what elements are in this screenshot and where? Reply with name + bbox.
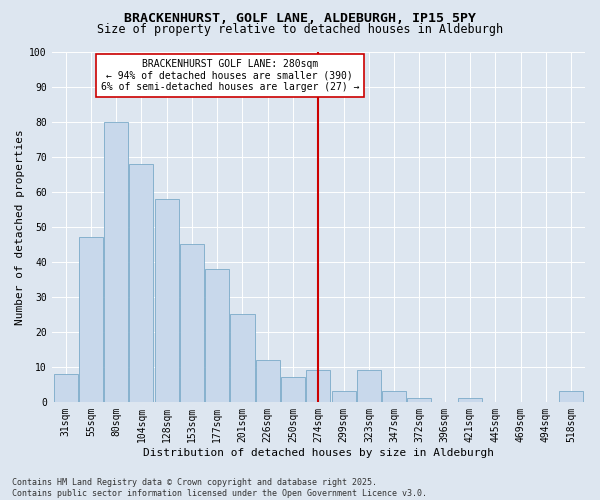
Bar: [458, 398, 482, 402]
Bar: [357, 370, 381, 402]
Bar: [205, 268, 229, 402]
Bar: [332, 392, 356, 402]
Text: BRACKENHURST, GOLF LANE, ALDEBURGH, IP15 5PY: BRACKENHURST, GOLF LANE, ALDEBURGH, IP15…: [124, 12, 476, 26]
Text: BRACKENHURST GOLF LANE: 280sqm
← 94% of detached houses are smaller (390)
6% of : BRACKENHURST GOLF LANE: 280sqm ← 94% of …: [101, 58, 359, 92]
Bar: [104, 122, 128, 402]
Bar: [230, 314, 254, 402]
Bar: [382, 392, 406, 402]
Bar: [559, 392, 583, 402]
Bar: [281, 378, 305, 402]
Bar: [180, 244, 204, 402]
Bar: [407, 398, 431, 402]
Y-axis label: Number of detached properties: Number of detached properties: [15, 129, 25, 324]
Bar: [307, 370, 331, 402]
Text: Contains HM Land Registry data © Crown copyright and database right 2025.
Contai: Contains HM Land Registry data © Crown c…: [12, 478, 427, 498]
Bar: [53, 374, 77, 402]
Bar: [155, 198, 179, 402]
Bar: [256, 360, 280, 402]
Text: Size of property relative to detached houses in Aldeburgh: Size of property relative to detached ho…: [97, 22, 503, 36]
Bar: [130, 164, 154, 402]
X-axis label: Distribution of detached houses by size in Aldeburgh: Distribution of detached houses by size …: [143, 448, 494, 458]
Bar: [79, 237, 103, 402]
